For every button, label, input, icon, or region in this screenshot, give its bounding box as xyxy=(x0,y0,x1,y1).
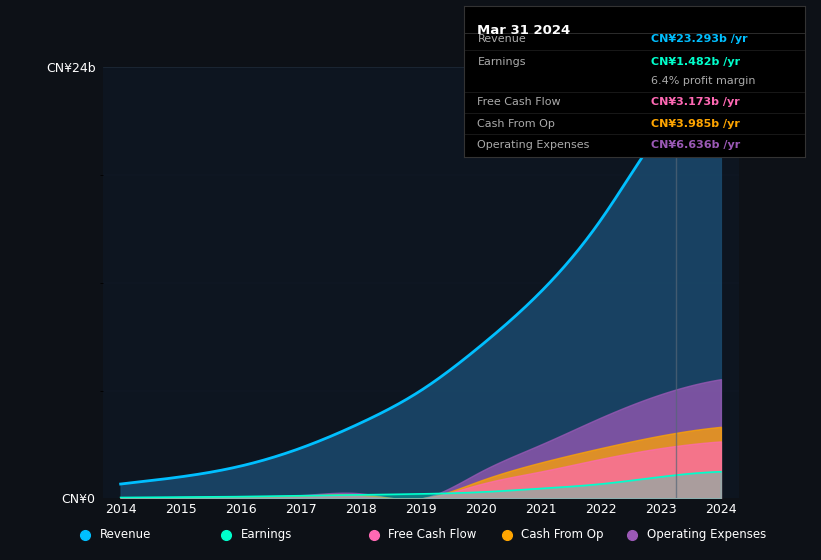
Text: Free Cash Flow: Free Cash Flow xyxy=(388,528,477,542)
Text: CN¥23.293b /yr: CN¥23.293b /yr xyxy=(651,34,748,44)
Text: Revenue: Revenue xyxy=(100,528,152,542)
Text: Operating Expenses: Operating Expenses xyxy=(647,528,766,542)
Text: CN¥1.482b /yr: CN¥1.482b /yr xyxy=(651,57,741,67)
Text: Operating Expenses: Operating Expenses xyxy=(478,139,589,150)
Text: 6.4% profit margin: 6.4% profit margin xyxy=(651,76,756,86)
Text: Cash From Op: Cash From Op xyxy=(478,119,555,129)
Text: CN¥3.173b /yr: CN¥3.173b /yr xyxy=(651,97,740,108)
Text: Earnings: Earnings xyxy=(241,528,292,542)
Text: Earnings: Earnings xyxy=(478,57,526,67)
Text: CN¥6.636b /yr: CN¥6.636b /yr xyxy=(651,139,741,150)
Text: Mar 31 2024: Mar 31 2024 xyxy=(478,24,571,37)
Text: CN¥3.985b /yr: CN¥3.985b /yr xyxy=(651,119,741,129)
Text: Free Cash Flow: Free Cash Flow xyxy=(478,97,561,108)
Text: Revenue: Revenue xyxy=(478,34,526,44)
Text: Cash From Op: Cash From Op xyxy=(521,528,603,542)
